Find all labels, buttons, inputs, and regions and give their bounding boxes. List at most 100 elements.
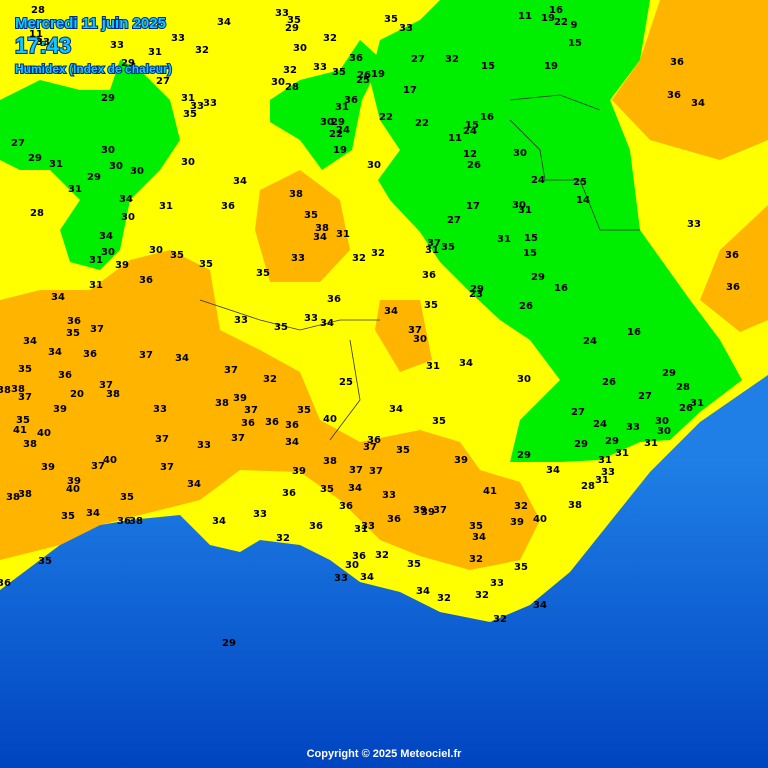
station-value: 33 [382, 490, 396, 501]
station-value: 32 [283, 65, 297, 76]
station-value: 28 [30, 208, 44, 219]
station-value: 36 [667, 90, 681, 101]
station-value: 37 [244, 405, 258, 416]
station-value: 35 [38, 556, 52, 567]
station-value: 34 [533, 600, 547, 611]
station-value: 22 [329, 129, 343, 140]
station-value: 34 [187, 479, 201, 490]
station-value: 37 [427, 238, 441, 249]
station-value: 33 [334, 573, 348, 584]
station-value: 33 [275, 8, 289, 19]
station-value: 16 [554, 283, 568, 294]
hot-zone [375, 300, 432, 372]
station-value: 37 [160, 462, 174, 473]
station-value: 33 [171, 33, 185, 44]
station-value: 31 [497, 234, 511, 245]
station-value: 17 [466, 201, 480, 212]
station-value: 34 [320, 318, 334, 329]
station-value: 40 [323, 414, 337, 425]
station-value: 30 [121, 212, 135, 223]
station-value: 38 [129, 516, 143, 527]
station-value: 31 [425, 245, 439, 256]
station-value: 30 [513, 148, 527, 159]
station-value: 37 [139, 350, 153, 361]
station-value: 11 [518, 11, 532, 22]
station-value: 36 [241, 418, 255, 429]
station-value: 32 [437, 593, 451, 604]
station-value: 35 [199, 259, 213, 270]
station-value: 16 [627, 327, 641, 338]
station-value: 33 [361, 521, 375, 532]
station-value: 37 [369, 466, 383, 477]
station-value: 39 [233, 393, 247, 404]
station-value: 29 [331, 117, 345, 128]
station-value: 31 [159, 201, 173, 212]
station-value: 29 [517, 450, 531, 461]
station-value: 36 [309, 521, 323, 532]
station-value: 31 [336, 229, 350, 240]
station-value: 32 [469, 554, 483, 565]
station-value: 34 [472, 532, 486, 543]
station-value: 35 [170, 250, 184, 261]
station-value: 33 [626, 422, 640, 433]
station-value: 30 [101, 247, 115, 258]
station-value: 16 [549, 5, 563, 16]
station-value: 34 [313, 232, 327, 243]
station-value: 28 [581, 481, 595, 492]
station-value: 37 [349, 465, 363, 476]
station-value: 28 [31, 5, 45, 16]
station-value: 14 [576, 195, 590, 206]
station-value: 37 [363, 442, 377, 453]
station-value: 33 [313, 62, 327, 73]
station-value: 32 [514, 501, 528, 512]
station-value: 38 [315, 223, 329, 234]
station-value: 24 [593, 419, 607, 430]
station-value: 33 [234, 315, 248, 326]
station-value: 29 [285, 23, 299, 34]
station-value: 32 [276, 533, 290, 544]
station-value: 35 [384, 14, 398, 25]
station-value: 36 [339, 501, 353, 512]
station-value: 36 [726, 282, 740, 293]
station-value: 36 [282, 488, 296, 499]
station-value: 32 [493, 614, 507, 625]
station-value: 25 [573, 177, 587, 188]
station-value: 12 [463, 149, 477, 160]
station-value: 23 [469, 289, 483, 300]
station-value: 38 [6, 492, 20, 503]
station-value: 31 [89, 255, 103, 266]
station-value: 35 [304, 210, 318, 221]
station-value: 30 [512, 200, 526, 211]
station-value: 25 [356, 75, 370, 86]
station-value: 39 [115, 260, 129, 271]
station-value: 36 [367, 435, 381, 446]
station-value: 31 [598, 455, 612, 466]
station-value: 34 [459, 358, 473, 369]
station-value: 36 [422, 270, 436, 281]
station-value: 36 [0, 578, 11, 589]
station-value: 35 [320, 484, 334, 495]
station-value: 31 [181, 93, 195, 104]
border-line [199, 94, 640, 441]
station-value: 33 [687, 219, 701, 230]
station-value: 22 [554, 17, 568, 28]
station-value: 30 [109, 161, 123, 172]
map-subtitle: Humidex (Index de chaleur) [15, 62, 172, 76]
station-value: 30 [320, 117, 334, 128]
station-value: 29 [605, 436, 619, 447]
station-value: 35 [396, 445, 410, 456]
station-value: 31 [426, 361, 440, 372]
station-value: 35 [287, 15, 301, 26]
station-value: 33 [304, 313, 318, 324]
station-value: 27 [447, 215, 461, 226]
station-value: 36 [352, 551, 366, 562]
station-value: 35 [61, 511, 75, 522]
station-value: 41 [483, 486, 497, 497]
station-value: 33 [190, 101, 204, 112]
station-value: 35 [332, 67, 346, 78]
station-value: 17 [403, 85, 417, 96]
station-value: 22 [415, 118, 429, 129]
station-value: 31 [49, 159, 63, 170]
station-value: 34 [384, 306, 398, 317]
station-value: 41 [13, 425, 27, 436]
